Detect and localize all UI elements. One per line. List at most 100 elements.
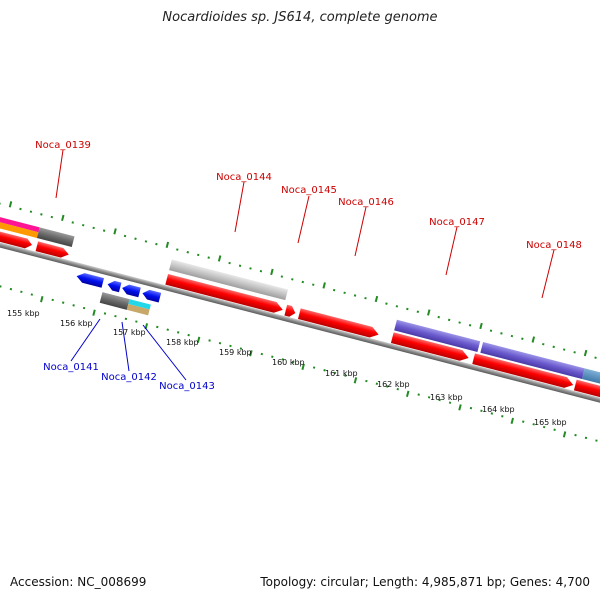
minor-tick bbox=[218, 341, 222, 345]
scale-label: 155 kbp bbox=[7, 309, 40, 318]
gene-label-noca-0139: Noca_0139 bbox=[35, 140, 91, 151]
gene-arrow bbox=[142, 289, 162, 303]
minor-tick bbox=[312, 366, 316, 369]
minor-tick bbox=[291, 360, 295, 364]
major-tick bbox=[479, 322, 483, 330]
gene-arrow bbox=[76, 273, 105, 288]
gene-label-noca-0148: Noca_0148 bbox=[526, 240, 582, 251]
major-tick bbox=[217, 255, 222, 262]
minor-tick bbox=[187, 333, 190, 337]
minor-tick bbox=[489, 329, 493, 332]
gene-arrow bbox=[35, 241, 69, 258]
minor-tick bbox=[124, 317, 128, 321]
scale-label: 161 kbp bbox=[325, 369, 358, 378]
minor-tick bbox=[291, 278, 294, 281]
gene-box bbox=[573, 379, 600, 402]
major-tick bbox=[531, 336, 536, 343]
minor-tick bbox=[490, 412, 494, 415]
major-tick bbox=[92, 309, 96, 316]
gene-arrow bbox=[284, 304, 296, 317]
label-line bbox=[142, 324, 187, 381]
minor-tick bbox=[61, 301, 65, 304]
minor-tick bbox=[532, 423, 535, 426]
minor-tick bbox=[135, 320, 138, 323]
backbone-line bbox=[0, 237, 600, 408]
scale-label: 162 kbp bbox=[377, 380, 410, 389]
minor-tick bbox=[20, 290, 23, 294]
gene-box bbox=[480, 342, 585, 379]
gene-box bbox=[394, 319, 481, 352]
minor-tick bbox=[469, 406, 473, 410]
minor-tick bbox=[229, 344, 232, 348]
minor-tick bbox=[386, 385, 389, 388]
forward-genes bbox=[0, 213, 600, 402]
minor-tick bbox=[510, 334, 514, 338]
minor-tick bbox=[323, 369, 326, 372]
reverse-genes bbox=[76, 273, 162, 316]
minor-tick bbox=[448, 401, 452, 404]
minor-tick bbox=[50, 215, 54, 219]
minor-tick bbox=[595, 439, 598, 442]
scale-label: 159 kbp bbox=[219, 348, 252, 357]
scale-label: 157 kbp bbox=[113, 328, 146, 337]
minor-tick bbox=[207, 256, 210, 259]
gene-arrow bbox=[297, 308, 379, 338]
minor-tick bbox=[239, 347, 243, 350]
minor-tick bbox=[542, 425, 546, 429]
major-tick bbox=[196, 336, 201, 343]
minor-tick bbox=[438, 398, 441, 402]
scale-label: 160 kbp bbox=[272, 358, 305, 367]
minor-tick bbox=[562, 348, 566, 351]
major-tick bbox=[249, 350, 253, 357]
minor-tick bbox=[437, 315, 440, 319]
forward-gene-labels: Noca_0139 Noca_0144 Noca_0145 Noca_0146 … bbox=[35, 140, 582, 299]
gene-label-noca-0144: Noca_0144 bbox=[216, 172, 272, 183]
scale-label: 163 kbp bbox=[430, 393, 463, 402]
minor-tick bbox=[238, 264, 242, 267]
reverse-gene-labels: Noca_0141 Noca_0142 Noca_0143 bbox=[43, 318, 215, 392]
accession-text: Accession: NC_008699 bbox=[10, 575, 147, 589]
gene-arrow bbox=[122, 284, 141, 298]
gene-box bbox=[0, 213, 40, 233]
major-tick bbox=[40, 296, 44, 303]
gene-box bbox=[36, 227, 75, 248]
gene-arrow bbox=[0, 227, 33, 249]
minor-tick bbox=[92, 226, 95, 230]
gene-box bbox=[99, 292, 130, 310]
minor-tick bbox=[353, 294, 357, 297]
minor-tick bbox=[176, 248, 179, 251]
gene-label-noca-0142: Noca_0142 bbox=[101, 372, 157, 383]
minor-tick bbox=[365, 379, 368, 383]
gene-box bbox=[581, 368, 600, 390]
major-tick bbox=[61, 214, 65, 222]
minor-tick bbox=[301, 280, 305, 284]
minor-tick bbox=[0, 202, 1, 205]
minor-tick bbox=[573, 351, 576, 354]
gene-box bbox=[169, 259, 289, 301]
minor-tick bbox=[501, 415, 504, 418]
minor-tick bbox=[82, 306, 86, 310]
minor-tick bbox=[447, 318, 451, 322]
minor-tick bbox=[468, 324, 472, 327]
major-tick bbox=[458, 404, 462, 411]
minor-tick bbox=[396, 387, 399, 391]
scale-label: 164 kbp bbox=[482, 405, 515, 414]
minor-tick bbox=[0, 285, 2, 288]
minor-tick bbox=[332, 288, 336, 292]
minor-tick bbox=[71, 221, 74, 224]
gene-arrow bbox=[390, 332, 469, 361]
label-line bbox=[55, 149, 64, 199]
major-tick bbox=[510, 417, 515, 425]
genome-track bbox=[0, 201, 600, 442]
minor-tick bbox=[260, 352, 264, 356]
major-tick bbox=[322, 282, 326, 289]
minor-tick bbox=[9, 287, 13, 291]
minor-tick bbox=[114, 314, 117, 318]
scale-label: 158 kbp bbox=[166, 338, 199, 347]
label-line bbox=[234, 181, 245, 233]
scale-label: 156 kbp bbox=[60, 319, 93, 328]
label-line bbox=[354, 206, 367, 257]
gene-box bbox=[126, 304, 150, 316]
gene-label-noca-0146: Noca_0146 bbox=[338, 197, 394, 208]
